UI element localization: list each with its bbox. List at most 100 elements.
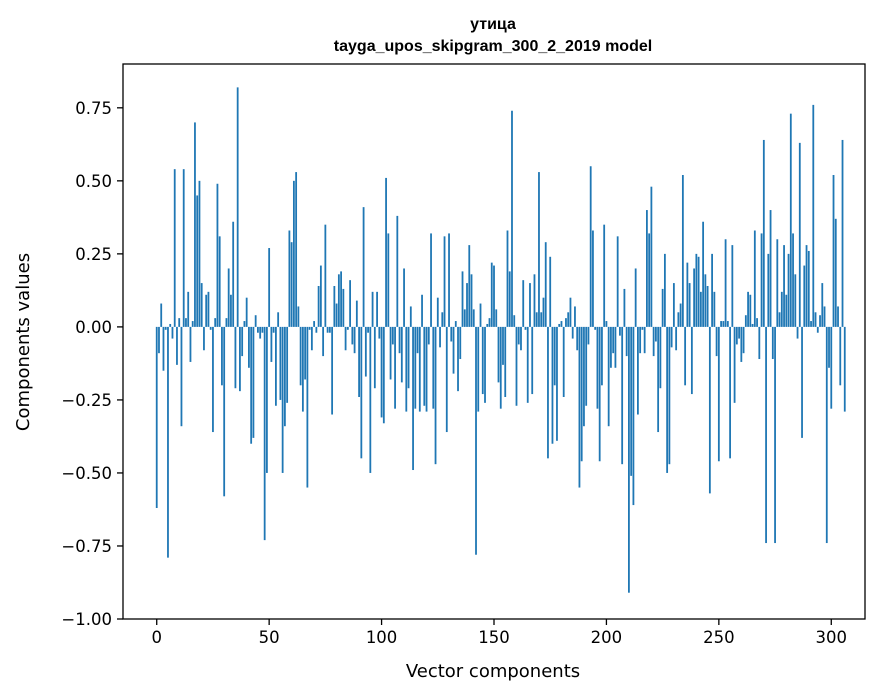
bar [475,326,477,555]
y-axis-label: Components values [13,253,34,431]
bar [268,248,271,327]
y-axis-ticks: −1.00 −0.75 −0.50 −0.25 0.00 0.25 0.50 0.75 [61,99,123,629]
bar [364,326,367,377]
bar [580,326,583,462]
bar [225,318,228,327]
bar [794,274,797,327]
bar [648,233,651,327]
bar [176,326,178,365]
bar [717,326,720,462]
bar [733,326,736,403]
bar [807,250,810,327]
bar [490,262,493,327]
bar [679,303,682,327]
bar [762,139,765,327]
bar [619,326,621,336]
bar [830,326,833,409]
bar [567,312,570,327]
x-tick-label: 250 [703,628,735,647]
bar [227,268,230,327]
bar [198,180,201,327]
bar [281,326,284,473]
bar [257,326,259,333]
x-axis-label: Vector components [406,661,580,682]
bar [544,242,547,327]
bar [587,326,590,345]
bar [522,280,525,327]
bar [841,139,844,327]
bar [681,175,684,327]
bar [605,321,608,327]
x-tick-label: 100 [366,628,398,647]
bar [740,326,743,362]
bar [650,186,653,327]
bar [774,326,776,544]
bar [488,318,491,327]
bar [232,221,235,327]
bar [162,326,165,371]
bar [387,233,390,327]
bar [765,326,767,544]
bar [578,326,581,488]
bar [517,326,520,345]
bar [155,326,158,508]
x-axis-ticks: 0 50 100 150 200 250 300 [151,619,847,647]
bar [425,326,428,412]
bar [735,326,738,345]
bar [625,326,628,357]
bar [839,326,842,386]
bar [592,230,594,327]
bar [816,326,819,333]
bar [686,262,689,327]
bar [603,224,606,327]
bar [191,321,194,327]
bar [209,326,212,330]
bar [239,326,241,392]
bar [623,288,626,327]
bar [185,318,187,327]
bar [614,326,617,368]
bar [531,326,534,395]
bar [812,104,815,327]
bar [695,253,698,327]
bar [394,326,396,409]
bar [322,326,325,357]
bar [677,312,680,327]
bar [349,280,351,327]
bar [828,326,830,368]
bar [427,326,430,345]
bar [843,326,846,412]
bar [313,321,316,327]
bar [477,326,480,412]
y-tick-label: −0.25 [61,391,112,410]
bar [382,326,385,424]
bar [301,326,304,412]
bar [529,283,531,327]
bar [583,326,585,427]
bar [353,326,356,354]
bar [639,326,642,354]
bar [641,326,644,330]
bar [796,326,799,339]
bar [760,233,763,327]
bar [715,326,718,357]
bar [789,113,792,327]
bar [481,326,484,395]
bar [540,312,543,327]
bar [317,286,320,327]
bar [371,291,374,327]
bar [708,326,711,494]
bar [556,326,558,441]
bar [684,326,687,386]
bar [290,242,293,327]
bar [443,236,446,327]
bar [252,326,255,438]
bar [230,294,232,327]
bar [421,294,423,327]
bar [511,110,513,327]
bar [385,177,387,327]
bar [744,315,747,327]
bar [373,326,376,389]
bar [560,321,563,327]
bar [666,326,669,473]
